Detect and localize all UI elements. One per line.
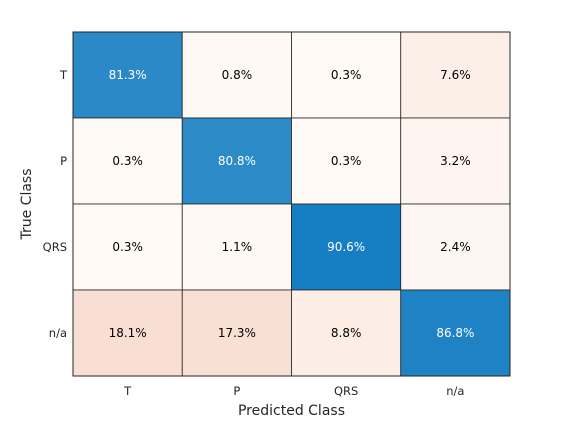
y-axis-label: True Class [19, 168, 35, 240]
matrix-cell-1-0 [72, 117, 183, 205]
matrix-cell-0-0 [72, 31, 183, 119]
x-tick-label: QRS [334, 384, 358, 398]
cell-label-0-3: 7.6% [440, 68, 471, 82]
cell-label-3-3: 86.8% [436, 326, 474, 340]
matrix-cell-0-3 [400, 31, 511, 119]
cell-label-2-2: 90.6% [327, 240, 365, 254]
cell-label-1-0: 0.3% [112, 154, 143, 168]
x-tick-label: P [233, 384, 240, 398]
cell-label-0-1: 0.8% [222, 68, 253, 82]
matrix-cell-3-1 [181, 289, 292, 377]
matrix-cell-1-3 [400, 117, 511, 205]
cell-label-3-2: 8.8% [331, 326, 362, 340]
matrix-cell-3-2 [291, 289, 402, 377]
matrix-cell-3-3 [400, 289, 511, 377]
cell-label-2-0: 0.3% [112, 240, 143, 254]
y-tick-label: T [59, 68, 68, 82]
x-tick-label: n/a [446, 384, 464, 398]
y-tick-label: P [60, 154, 67, 168]
x-tick-labels: T P QRS n/a [123, 384, 464, 398]
cell-label-0-2: 0.3% [331, 68, 362, 82]
cell-label-1-2: 0.3% [331, 154, 362, 168]
matrix-cell-0-1 [181, 31, 292, 119]
cell-label-3-0: 18.1% [109, 326, 147, 340]
y-tick-label: QRS [43, 240, 67, 254]
cell-label-1-1: 80.8% [218, 154, 256, 168]
cell-label-0-0: 81.3% [109, 68, 147, 82]
x-axis-label: Predicted Class [238, 403, 345, 419]
cell-label-2-1: 1.1% [222, 240, 253, 254]
matrix-cells: 81.3% 0.8% 0.3% 7.6% 0.3% 80.8% 0.3% 3.2% 0.3% 1.… [72, 31, 511, 377]
cell-label-3-1: 17.3% [218, 326, 256, 340]
cell-label-1-3: 3.2% [440, 154, 471, 168]
matrix-cell-3-0 [72, 289, 183, 377]
cell-label-2-3: 2.4% [440, 240, 471, 254]
y-tick-label: n/a [49, 326, 67, 340]
y-tick-labels: T P QRS n/a [43, 68, 68, 340]
matrix-cell-2-3 [400, 203, 511, 291]
matrix-cell-2-1 [181, 203, 292, 291]
matrix-cell-1-1 [181, 117, 292, 205]
x-tick-label: T [123, 384, 132, 398]
plot-frame [72, 31, 511, 377]
